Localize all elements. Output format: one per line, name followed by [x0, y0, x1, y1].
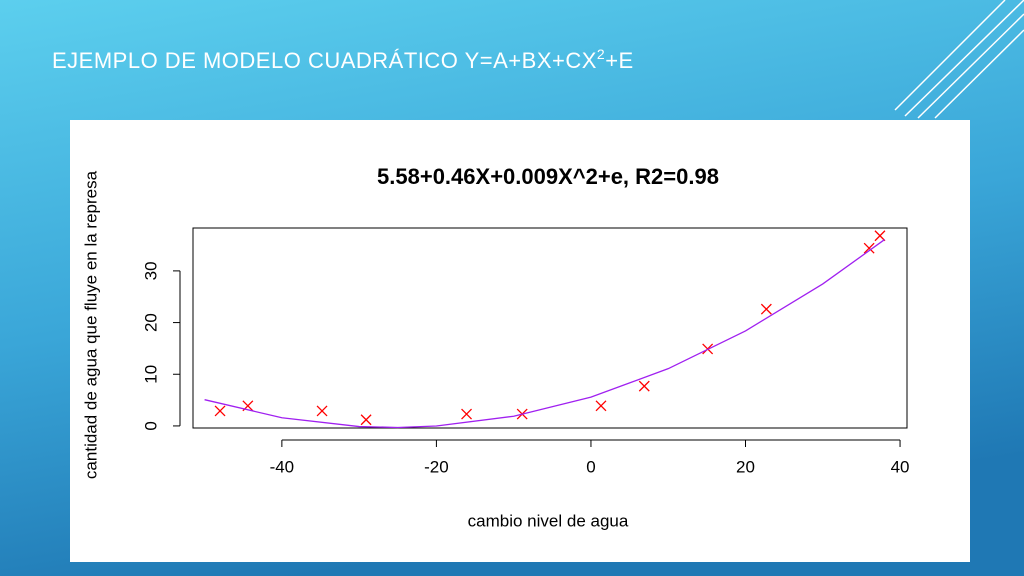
point — [760, 303, 772, 315]
y-tick-label: 30 — [141, 261, 160, 280]
point — [863, 242, 875, 254]
y-tick-label: 10 — [141, 365, 160, 384]
x-axis-title: cambio nivel de agua — [468, 511, 629, 530]
y-tick-label: 0 — [141, 421, 160, 430]
chart-title: 5.58+0.46X+0.009X^2+e, R2=0.98 — [377, 164, 719, 189]
slide-title: EJEMPLO DE MODELO CUADRÁTICO Y=A+BX+CX2+… — [52, 46, 634, 73]
point — [461, 408, 473, 420]
fit-curve — [204, 239, 885, 429]
point — [638, 380, 650, 392]
point — [360, 414, 372, 426]
point — [874, 230, 886, 242]
decoration — [894, 0, 1024, 119]
point — [316, 405, 328, 417]
point — [214, 405, 226, 417]
title-main: EJEMPLO DE MODELO CUADRÁTICO Y=A+BX+CX — [52, 48, 597, 73]
y-axis-title: cantidad de agua que fluye en la represa — [81, 170, 100, 479]
point — [595, 400, 607, 412]
x-tick-label: -20 — [424, 457, 449, 476]
title-sup: 2 — [597, 46, 605, 62]
plot-image — [70, 120, 970, 562]
y-tick-label: 20 — [141, 313, 160, 332]
title-tail: +E — [605, 48, 634, 73]
plot-frame — [192, 227, 908, 429]
x-tick-label: 40 — [891, 457, 910, 476]
x-tick-label: 20 — [736, 457, 755, 476]
x-tick-label: 0 — [586, 457, 595, 476]
x-tick-label: -40 — [270, 457, 295, 476]
